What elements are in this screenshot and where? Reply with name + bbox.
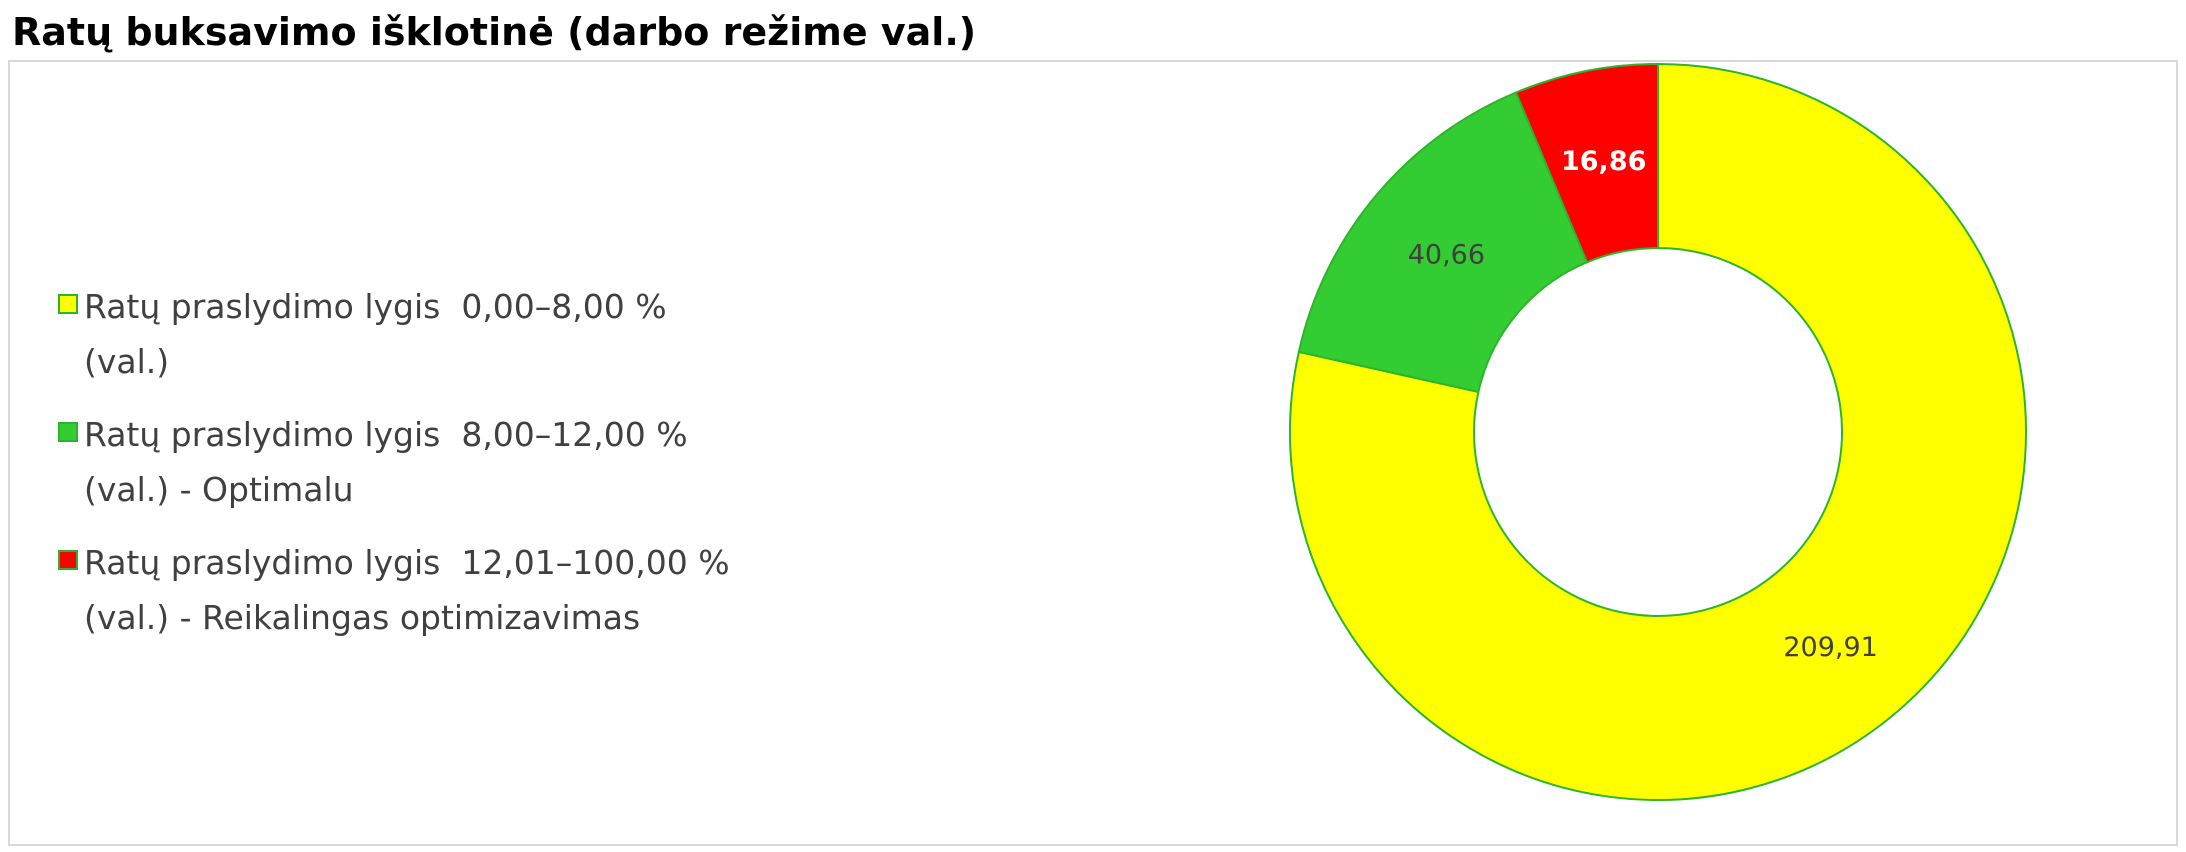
data-label-slip-8-12: 40,66 (1408, 239, 1485, 270)
donut-slice-slip-0-8 (1289, 62, 2027, 801)
legend-label-line: (val.) - Reikalingas optimizavimas (84, 598, 641, 637)
donut-chart: 209,91 40,66 16,86 (1289, 62, 2027, 801)
donut-slice-slip-12-100 (1514, 62, 1659, 264)
data-label-slip-0-8: 209,91 (1783, 632, 1877, 663)
legend-swatch-yellow (58, 294, 78, 314)
legend-swatch-red (58, 550, 78, 570)
legend-swatch-green (58, 422, 78, 442)
legend-label: Ratų praslydimo lygis 8,00–12,00 % (val.… (84, 407, 948, 517)
chart-legend: Ratų praslydimo lygis 0,00–8,00 % (val.)… (48, 279, 948, 663)
donut-slice-slip-8-12 (1297, 91, 1589, 394)
legend-label-line: Ratų praslydimo lygis 8,00–12,00 % (84, 415, 688, 454)
legend-item-slip-12-100: Ratų praslydimo lygis 12,01–100,00 % (va… (48, 535, 948, 645)
legend-label-line: (val.) - Optimalu (84, 470, 354, 509)
chart-area: Ratų praslydimo lygis 0,00–8,00 % (val.)… (8, 60, 2178, 846)
page-title: Ratų buksavimo išklotinė (darbo režime v… (12, 10, 977, 54)
legend-item-slip-8-12: Ratų praslydimo lygis 8,00–12,00 % (val.… (48, 407, 948, 517)
legend-label-line: (val.) (84, 342, 170, 381)
legend-label: Ratų praslydimo lygis 0,00–8,00 % (val.) (84, 279, 948, 389)
legend-item-slip-0-8: Ratų praslydimo lygis 0,00–8,00 % (val.) (48, 279, 948, 389)
data-label-slip-12-100: 16,86 (1561, 146, 1646, 177)
legend-label: Ratų praslydimo lygis 12,01–100,00 % (va… (84, 535, 948, 645)
legend-label-line: Ratų praslydimo lygis 0,00–8,00 % (84, 287, 667, 326)
legend-label-line: Ratų praslydimo lygis 12,01–100,00 % (84, 543, 730, 582)
